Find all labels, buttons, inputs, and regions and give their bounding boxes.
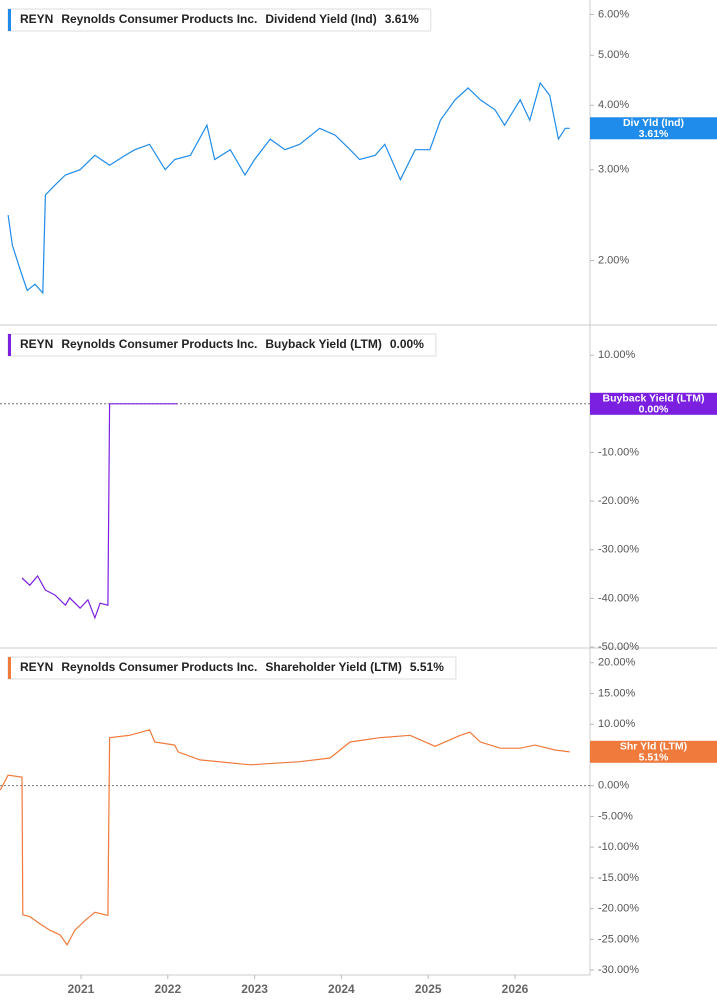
x-tick-label: 2022 xyxy=(154,982,181,996)
y-tick-label: -15.00% xyxy=(598,872,639,884)
y-tick-label: -50.00% xyxy=(598,641,639,653)
badge-value: 0.00% xyxy=(639,404,669,416)
value-badge xyxy=(590,117,717,140)
legend-series: Dividend Yield (Ind) xyxy=(265,12,376,26)
y-tick-label: -25.00% xyxy=(598,933,639,945)
y-tick-label: -40.00% xyxy=(598,592,639,604)
y-tick-label: 20.00% xyxy=(598,657,636,669)
y-tick-label: 0.00% xyxy=(598,780,629,792)
y-tick-label: 10.00% xyxy=(598,349,636,361)
series-line xyxy=(21,403,178,620)
legend-value: 5.51% xyxy=(410,660,444,674)
legend-company: Reynolds Consumer Products Inc. xyxy=(61,12,257,26)
legend-company: Reynolds Consumer Products Inc. xyxy=(61,660,257,674)
y-tick-label: 5.00% xyxy=(598,49,629,61)
series-line xyxy=(7,81,570,295)
legend-value: 0.00% xyxy=(390,337,424,351)
badge-label: Div Yld (Ind) xyxy=(623,117,684,129)
x-tick-label: 2024 xyxy=(328,982,355,996)
y-tick-label: -10.00% xyxy=(598,841,639,853)
y-tick-label: -5.00% xyxy=(598,810,633,822)
value-badge xyxy=(590,740,717,763)
legend-company: Reynolds Consumer Products Inc. xyxy=(61,337,257,351)
legend-swatch xyxy=(8,334,11,356)
legend-ticker: REYN xyxy=(20,12,53,26)
y-tick-label: 10.00% xyxy=(598,718,636,730)
badge-value: 3.61% xyxy=(639,128,669,140)
legend-ticker: REYN xyxy=(20,660,53,674)
y-tick-label: -30.00% xyxy=(598,964,639,976)
y-tick-label: -20.00% xyxy=(598,495,639,507)
y-tick-label: 3.00% xyxy=(598,164,629,176)
value-badge xyxy=(590,392,717,415)
badge-value: 5.51% xyxy=(639,752,669,764)
legend-series: Shareholder Yield (LTM) xyxy=(265,660,401,674)
badge-label: Buyback Yield (LTM) xyxy=(603,393,705,405)
x-tick-label: 2023 xyxy=(241,982,268,996)
series-line xyxy=(0,729,570,947)
y-tick-label: -20.00% xyxy=(598,903,639,915)
legend-value: 3.61% xyxy=(385,12,419,26)
legend-ticker: REYN xyxy=(20,337,53,351)
legend-swatch xyxy=(8,657,11,679)
y-tick-label: 6.00% xyxy=(598,8,629,20)
badge-label: Shr Yld (LTM) xyxy=(620,741,687,753)
y-tick-label: 4.00% xyxy=(598,99,629,111)
y-tick-label: 2.00% xyxy=(598,254,629,266)
x-tick-label: 2026 xyxy=(502,982,529,996)
y-tick-label: -10.00% xyxy=(598,446,639,458)
x-tick-label: 2021 xyxy=(68,982,95,996)
legend-swatch xyxy=(8,9,11,31)
x-tick-label: 2025 xyxy=(415,982,442,996)
legend-series: Buyback Yield (LTM) xyxy=(265,337,381,351)
y-tick-label: 15.00% xyxy=(598,687,636,699)
y-tick-label: -30.00% xyxy=(598,544,639,556)
